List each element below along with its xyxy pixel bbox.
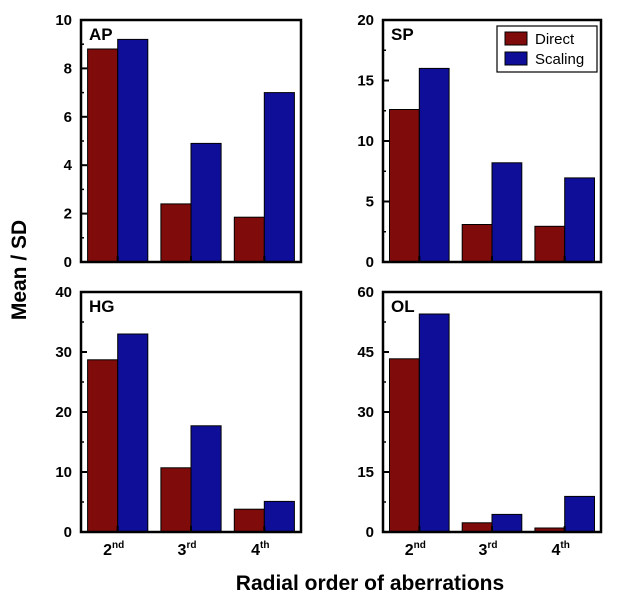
x-axis-label: Radial order of aberrations bbox=[236, 572, 504, 595]
y-tick-label: 30 bbox=[357, 404, 374, 421]
x-tick-label: 2nd bbox=[103, 540, 124, 559]
x-tick-label: 4th bbox=[551, 540, 569, 559]
y-tick-label: 5 bbox=[366, 194, 374, 211]
panel-sp: 0 5 10 15 20 SP Direct Scaling bbox=[357, 12, 603, 271]
bar-scaling-2 bbox=[418, 313, 450, 533]
y-tick-label: 10 bbox=[55, 12, 72, 29]
legend-swatch-direct bbox=[504, 31, 528, 46]
bar-scaling-3 bbox=[491, 162, 523, 263]
bar-direct-4 bbox=[233, 216, 265, 263]
bar-scaling-2 bbox=[117, 333, 149, 533]
bar-scaling-3 bbox=[190, 142, 222, 263]
y-tick-label: 15 bbox=[357, 464, 374, 481]
bar-direct-2 bbox=[87, 359, 119, 533]
bar-direct-3 bbox=[461, 224, 493, 263]
y-tick-label: 6 bbox=[64, 109, 72, 126]
panel-label: AP bbox=[89, 25, 113, 44]
bar-direct-4 bbox=[233, 508, 265, 533]
bar-scaling-4 bbox=[564, 495, 596, 533]
panel-ol: 0 15 30 45 60 2nd 3rd 4th OL bbox=[357, 284, 603, 559]
bar-scaling-4 bbox=[263, 500, 295, 533]
bar-direct-4 bbox=[534, 225, 566, 263]
y-tick-label: 0 bbox=[64, 524, 72, 541]
y-tick-label: 10 bbox=[357, 133, 374, 150]
bar-direct-2 bbox=[389, 109, 420, 263]
y-tick-label: 20 bbox=[357, 12, 374, 29]
x-tick-label: 4th bbox=[251, 540, 269, 559]
y-tick-label: 30 bbox=[55, 344, 72, 361]
y-axis-label: Mean / SD bbox=[8, 220, 31, 320]
bar-direct-3 bbox=[160, 203, 192, 263]
bar-direct-2 bbox=[87, 48, 119, 263]
y-tick-label: 0 bbox=[366, 524, 374, 541]
y-tick-label: 4 bbox=[64, 157, 73, 174]
y-tick-label: 40 bbox=[55, 284, 72, 301]
legend-label-direct: Direct bbox=[535, 31, 575, 48]
y-tick-label: 0 bbox=[366, 254, 374, 271]
legend-swatch-scaling bbox=[504, 51, 528, 66]
y-tick-label: 15 bbox=[357, 73, 374, 90]
bar-scaling-2 bbox=[418, 67, 450, 263]
y-tick-label: 45 bbox=[357, 344, 374, 361]
legend-label-scaling: Scaling bbox=[535, 51, 584, 68]
bar-scaling-2 bbox=[117, 38, 149, 263]
legend: Direct Scaling bbox=[496, 25, 598, 73]
bar-scaling-4 bbox=[263, 92, 295, 263]
bar-direct-3 bbox=[461, 522, 493, 533]
bar-direct-2 bbox=[389, 358, 420, 533]
y-tick-label: 20 bbox=[55, 404, 72, 421]
x-tick-label: 2nd bbox=[405, 540, 426, 559]
bar-scaling-3 bbox=[491, 513, 523, 533]
y-tick-label: 60 bbox=[357, 284, 374, 301]
y-tick-label: 0 bbox=[64, 254, 72, 271]
panel-ap: 0 2 4 6 8 10 AP bbox=[55, 12, 303, 271]
panel-label: SP bbox=[391, 25, 414, 44]
x-tick-label: 3rd bbox=[178, 540, 197, 559]
bar-scaling-3 bbox=[190, 425, 222, 533]
bar-direct-3 bbox=[160, 467, 192, 533]
bar-scaling-4 bbox=[564, 177, 596, 263]
y-tick-label: 2 bbox=[64, 206, 72, 223]
y-tick-label: 8 bbox=[64, 60, 72, 77]
panel-label: HG bbox=[89, 297, 115, 316]
panel-label: OL bbox=[391, 297, 415, 316]
y-tick-label: 10 bbox=[55, 464, 72, 481]
panel-hg: 0 10 20 30 40 2nd 3rd 4th HG bbox=[55, 284, 303, 559]
x-tick-label: 3rd bbox=[479, 540, 498, 559]
